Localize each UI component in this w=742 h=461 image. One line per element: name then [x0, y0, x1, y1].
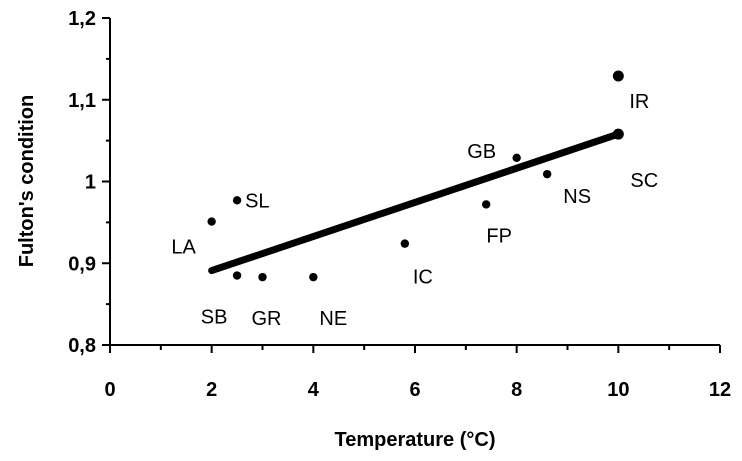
data-point: [232, 196, 242, 205]
data-point: [207, 217, 216, 226]
data-point: [542, 169, 552, 179]
point-label: GB: [467, 141, 496, 163]
data-point: [309, 272, 318, 282]
x-tick-label: 4: [308, 379, 320, 401]
y-tick-label: 0,8: [68, 335, 96, 357]
point-label: SC: [630, 170, 658, 192]
y-tick-label: 0,9: [68, 253, 96, 275]
point-label: LA: [171, 237, 196, 259]
y-axis-title: Fulton's condition: [16, 95, 38, 268]
point-label: NE: [319, 308, 347, 330]
data-point: [232, 271, 242, 280]
point-label: NS: [563, 186, 591, 208]
point-label: IC: [413, 267, 433, 289]
data-point: [258, 272, 267, 282]
x-tick-label: 12: [709, 379, 731, 401]
data-point: [400, 239, 410, 248]
axes: [109, 18, 720, 346]
data-points: [207, 70, 624, 282]
ticks: 0,8 0,9 1 1,1 1,2 0 2 4 6 8 10 12: [68, 8, 731, 401]
x-tick-label: 6: [409, 379, 420, 401]
point-label: GR: [252, 308, 282, 330]
point-labels: LA SL SB GR NE IC FP GB NS IR SC: [171, 91, 658, 330]
y-tick-label: 1,2: [68, 8, 96, 30]
trendline-group: [208, 130, 622, 275]
point-label: SL: [245, 190, 269, 212]
x-tick-label: 0: [104, 379, 115, 401]
data-point: [612, 70, 624, 82]
y-tick-label: 1,1: [68, 90, 96, 112]
x-axis-title: Temperature (°C): [335, 429, 496, 451]
x-tick-label: 8: [511, 379, 522, 401]
data-point: [612, 128, 624, 140]
y-tick-label: 1: [85, 172, 96, 194]
point-label: FP: [486, 225, 512, 247]
x-tick-label: 2: [206, 379, 217, 401]
data-point: [512, 153, 521, 162]
data-point: [481, 200, 491, 209]
x-tick-label: 10: [607, 379, 629, 401]
point-label: IR: [629, 91, 649, 113]
point-label: SB: [201, 307, 228, 329]
trendline: [208, 130, 622, 275]
